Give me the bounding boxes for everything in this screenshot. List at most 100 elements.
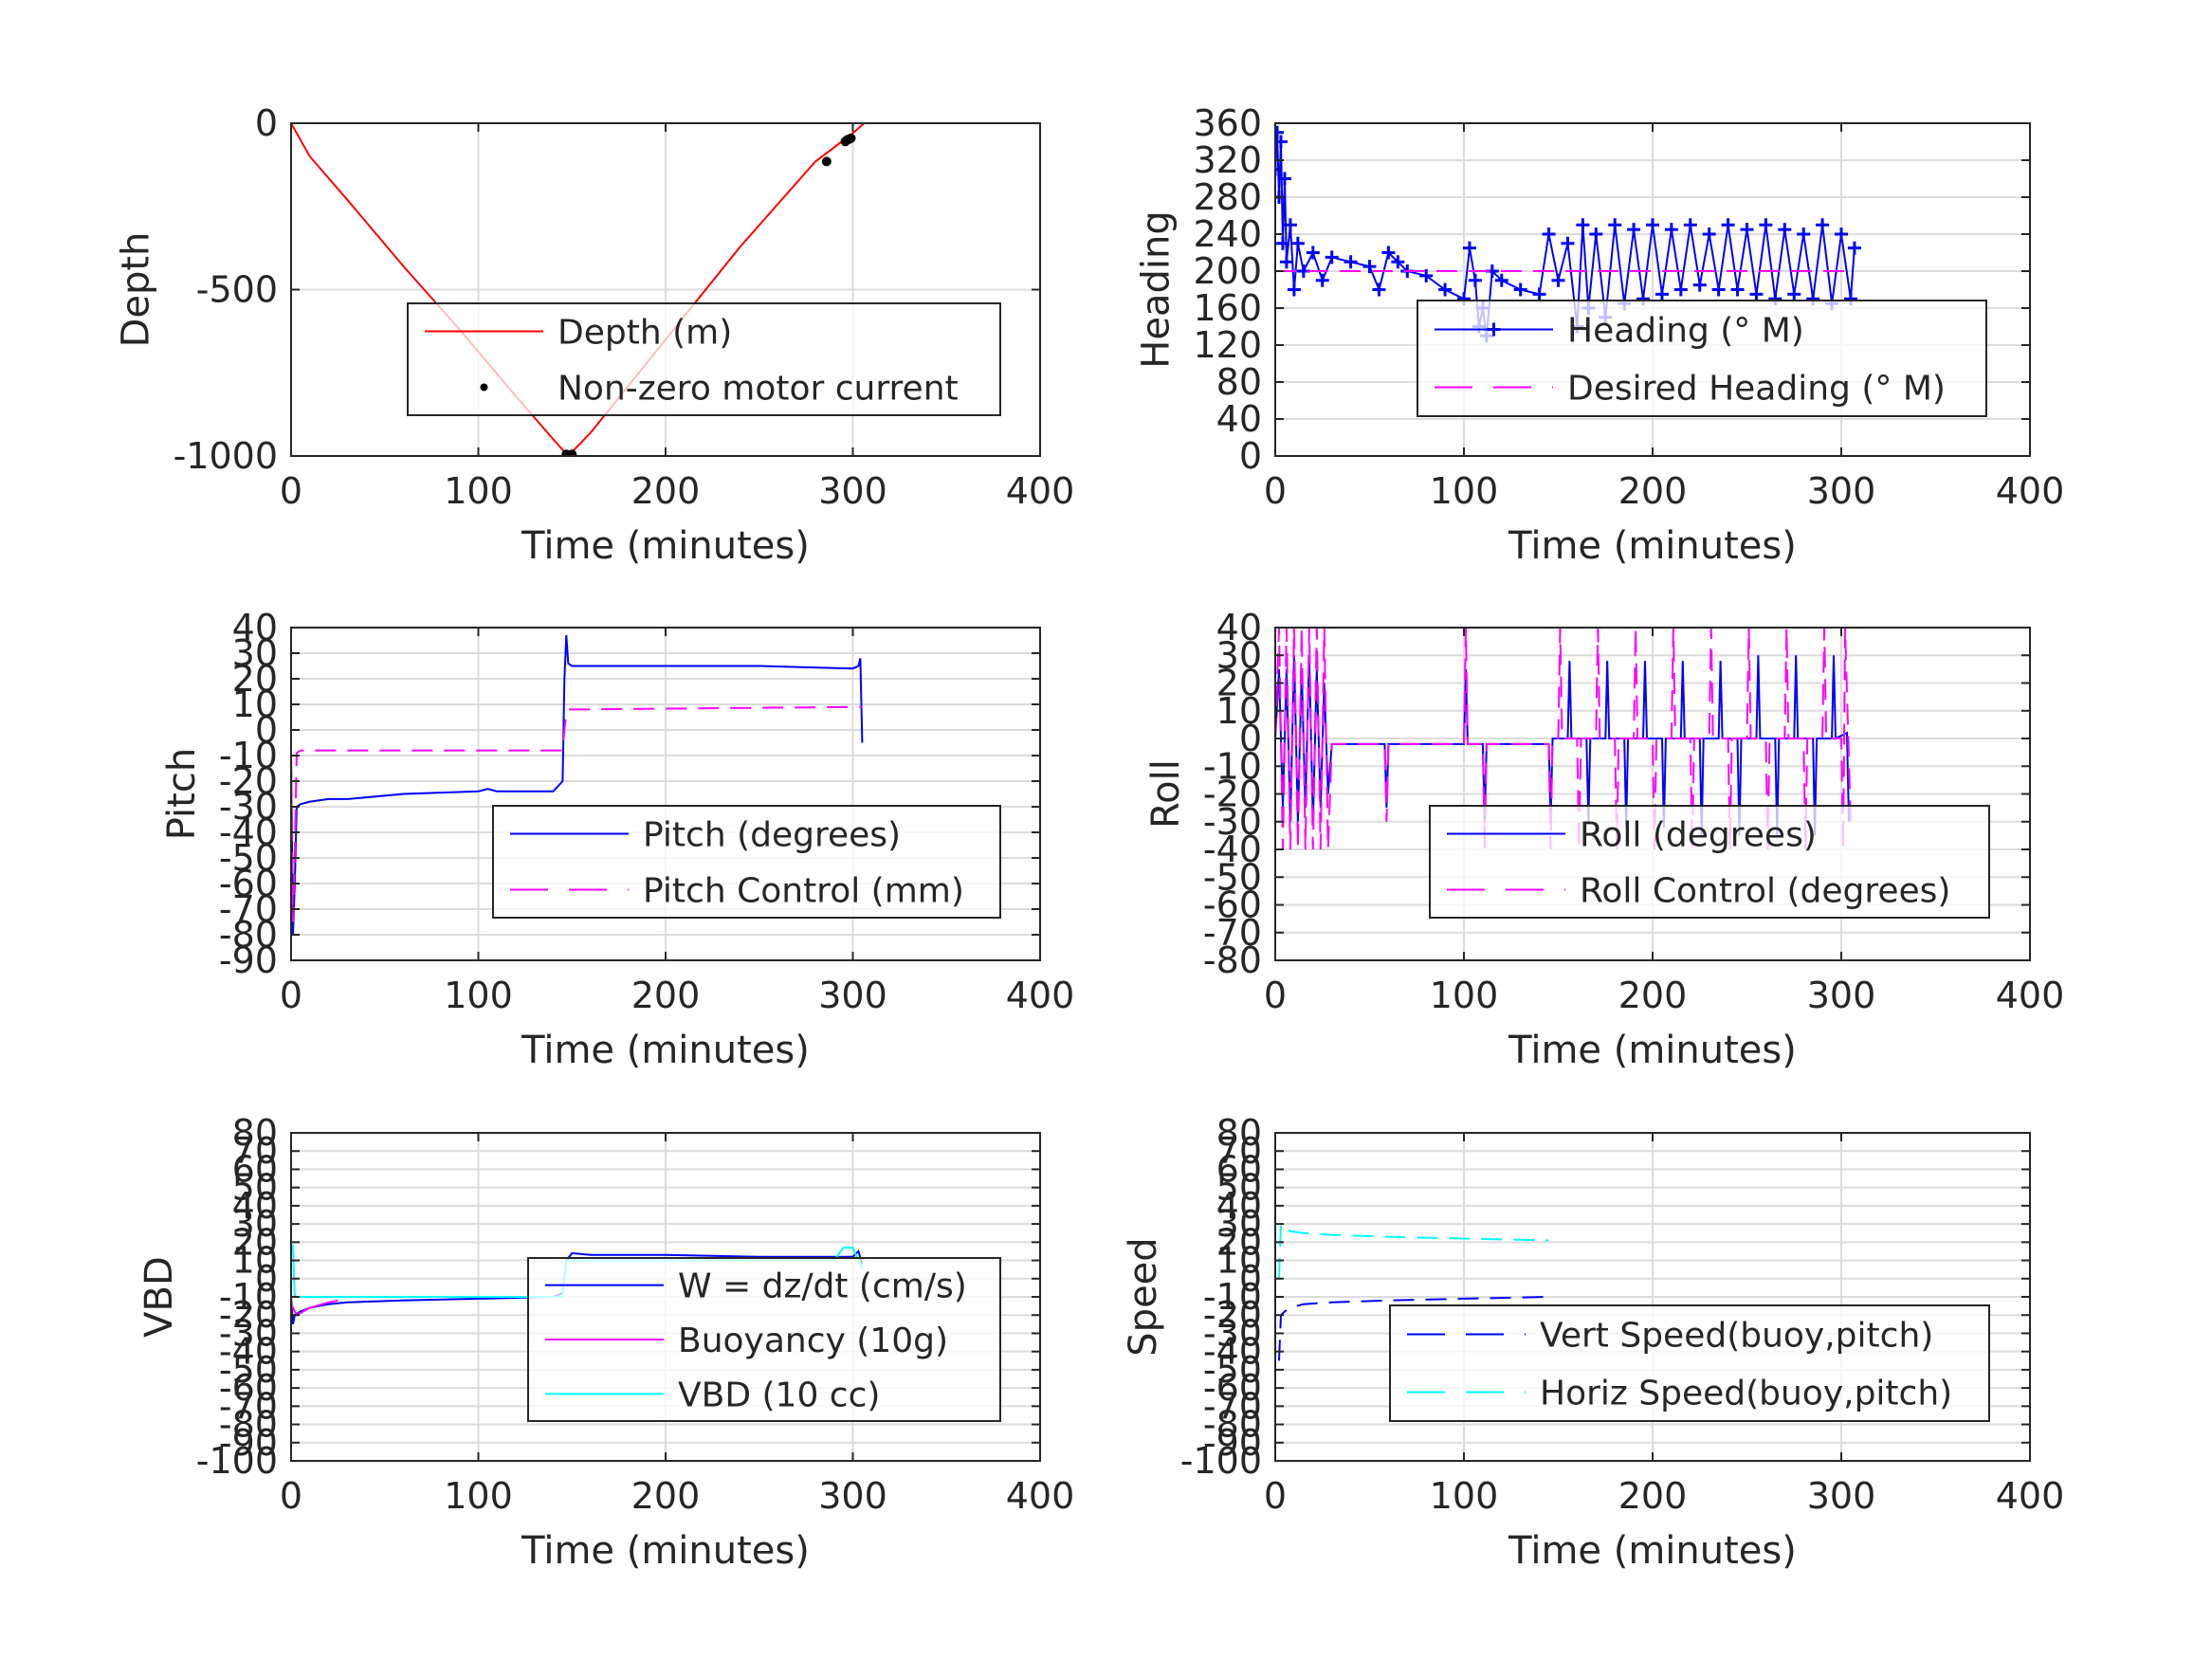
x-axis-label: Time (minutes) — [1508, 1029, 1797, 1072]
legend-entry: Pitch Control (mm) — [643, 872, 964, 911]
series-1-point — [1419, 268, 1434, 283]
y-tick-label: 30 — [232, 1203, 278, 1245]
y-axis-label: Roll — [1144, 759, 1188, 829]
series-1-point — [1787, 287, 1801, 301]
x-tick-label: 0 — [280, 975, 302, 1016]
series-1-point — [1372, 283, 1386, 297]
y-axis-label: Heading — [1134, 210, 1178, 368]
y-tick-label: 360 — [1193, 102, 1262, 144]
series-1-point — [1835, 228, 1848, 241]
legend: Pitch (degrees) Pitch Control (mm) — [492, 805, 1001, 919]
series-1-point — [1275, 162, 1282, 176]
series-1-point — [1797, 228, 1811, 241]
y-tick-label: -90 — [219, 1422, 278, 1464]
y-tick-label: -50 — [219, 1349, 278, 1391]
subplot-1: 0 100 200 300 400 0 -500 -1000 Time (minutes) Dep… — [115, 102, 1075, 568]
y-tick-label: 80 — [232, 1112, 278, 1154]
y-tick-label: 20 — [232, 1221, 278, 1263]
y-tick-label: 0 — [1239, 435, 1262, 477]
y-tick-label: 40 — [232, 1185, 278, 1227]
legend: Vert Speed(buoy,pitch) Horiz Speed(buoy,p… — [1389, 1304, 1990, 1422]
y-tick-label: 10 — [1216, 1240, 1262, 1282]
y-tick-label: 70 — [232, 1130, 278, 1172]
x-tick-label: 400 — [1996, 1475, 2065, 1517]
y-tick-label: 50 — [1216, 1167, 1262, 1209]
y-tick-label: -20 — [1203, 1294, 1262, 1336]
x-tick-label: 400 — [1006, 1475, 1075, 1517]
series-1-point — [1468, 273, 1482, 287]
y-tick-label: -70 — [1203, 1385, 1262, 1427]
legend-box — [407, 302, 1001, 416]
series-1-point — [1759, 218, 1773, 232]
y-tick-label: -10 — [1203, 1276, 1262, 1318]
y-tick-label: 20 — [1216, 663, 1262, 704]
y-tick-label: 30 — [1216, 634, 1262, 676]
legend-marker — [1487, 322, 1501, 337]
y-tick-label: -60 — [1203, 884, 1262, 926]
x-tick-label: 300 — [818, 1475, 887, 1517]
subplot-6: 0 100 200 300 40080706050403020100-10-20-30-… — [1122, 1112, 2065, 1573]
y-tick-label: -40 — [1203, 1331, 1262, 1373]
y-tick-label: -40 — [1203, 829, 1262, 870]
y-tick-label: 0 — [1239, 1258, 1262, 1300]
series-1-point — [1847, 241, 1861, 255]
series-1-point — [1646, 218, 1659, 232]
series-1-point — [1721, 218, 1735, 232]
y-tick-label: 70 — [1216, 1130, 1262, 1172]
y-tick-label: 80 — [1216, 1112, 1262, 1154]
y-tick-label: -80 — [219, 914, 278, 956]
x-axis-label: Time (minutes) — [521, 1029, 810, 1072]
series-1-point — [1513, 283, 1527, 297]
x-tick-label: 100 — [1430, 470, 1499, 512]
legend-entry: Heading (° M) — [1567, 312, 1804, 351]
series-1-point — [1438, 283, 1453, 297]
y-tick-label: 0 — [255, 102, 278, 144]
series-1-point — [1740, 223, 1754, 237]
series-group — [1278, 1221, 1549, 1361]
series-1-point — [1673, 283, 1688, 297]
y-tick-label: 0 — [1239, 718, 1262, 759]
y-axis-label: VBD — [137, 1256, 181, 1338]
y-axis-label: Depth — [115, 232, 158, 348]
series-1-point — [1542, 228, 1556, 241]
y-tick-label: -60 — [219, 863, 278, 904]
series-1-point — [1277, 172, 1291, 186]
y-tick-label: 30 — [232, 632, 278, 674]
y-tick-label: -100 — [1180, 1440, 1262, 1482]
legend-entry: VBD (10 cc) — [678, 1376, 880, 1414]
x-tick-label: 400 — [1006, 470, 1075, 512]
x-tick-label: 100 — [444, 975, 513, 1016]
x-tick-label: 0 — [1264, 975, 1287, 1016]
subplot-4: 0 100 200 300 400403020100-10-20-30-40-50-60… — [1144, 607, 2064, 1072]
x-tick-label: 200 — [631, 975, 701, 1016]
series-1-point — [1608, 218, 1622, 232]
y-tick-label: 60 — [232, 1148, 278, 1190]
series-group — [291, 123, 866, 456]
legend-box — [1429, 805, 1990, 919]
y-tick-label: -40 — [219, 811, 278, 853]
y-tick-label: -90 — [219, 939, 278, 981]
series-1-line — [1278, 1296, 1549, 1361]
series-1-point — [1290, 236, 1305, 250]
series-1-point — [1362, 260, 1377, 274]
y-axis-label: Speed — [1122, 1237, 1165, 1356]
y-tick-label: 10 — [232, 684, 278, 725]
series-2-point — [821, 156, 832, 167]
series-1-point — [1315, 273, 1329, 287]
y-tick-label: 20 — [232, 658, 278, 700]
x-tick-label: 0 — [280, 1475, 302, 1517]
series-1-point — [1325, 250, 1339, 264]
series-1-point — [1275, 125, 1284, 139]
legend-entry: Horiz Speed(buoy,pitch) — [1540, 1375, 1952, 1413]
y-tick-label: 60 — [1216, 1148, 1262, 1190]
legend-entry: Buoyancy (10g) — [678, 1322, 948, 1360]
series-1-point — [1462, 241, 1476, 255]
series-1-point — [1275, 135, 1288, 149]
y-tick-label: -50 — [219, 837, 278, 879]
legend: Roll (degrees) Roll Control (degrees) — [1429, 805, 1990, 919]
x-tick-label: 0 — [1264, 1475, 1287, 1517]
x-axis-label: Time (minutes) — [1508, 1529, 1797, 1573]
subplot-2: 0 100 200 300 40004080120160200240280320360T… — [1134, 102, 2064, 568]
x-tick-label: 200 — [631, 1475, 701, 1517]
